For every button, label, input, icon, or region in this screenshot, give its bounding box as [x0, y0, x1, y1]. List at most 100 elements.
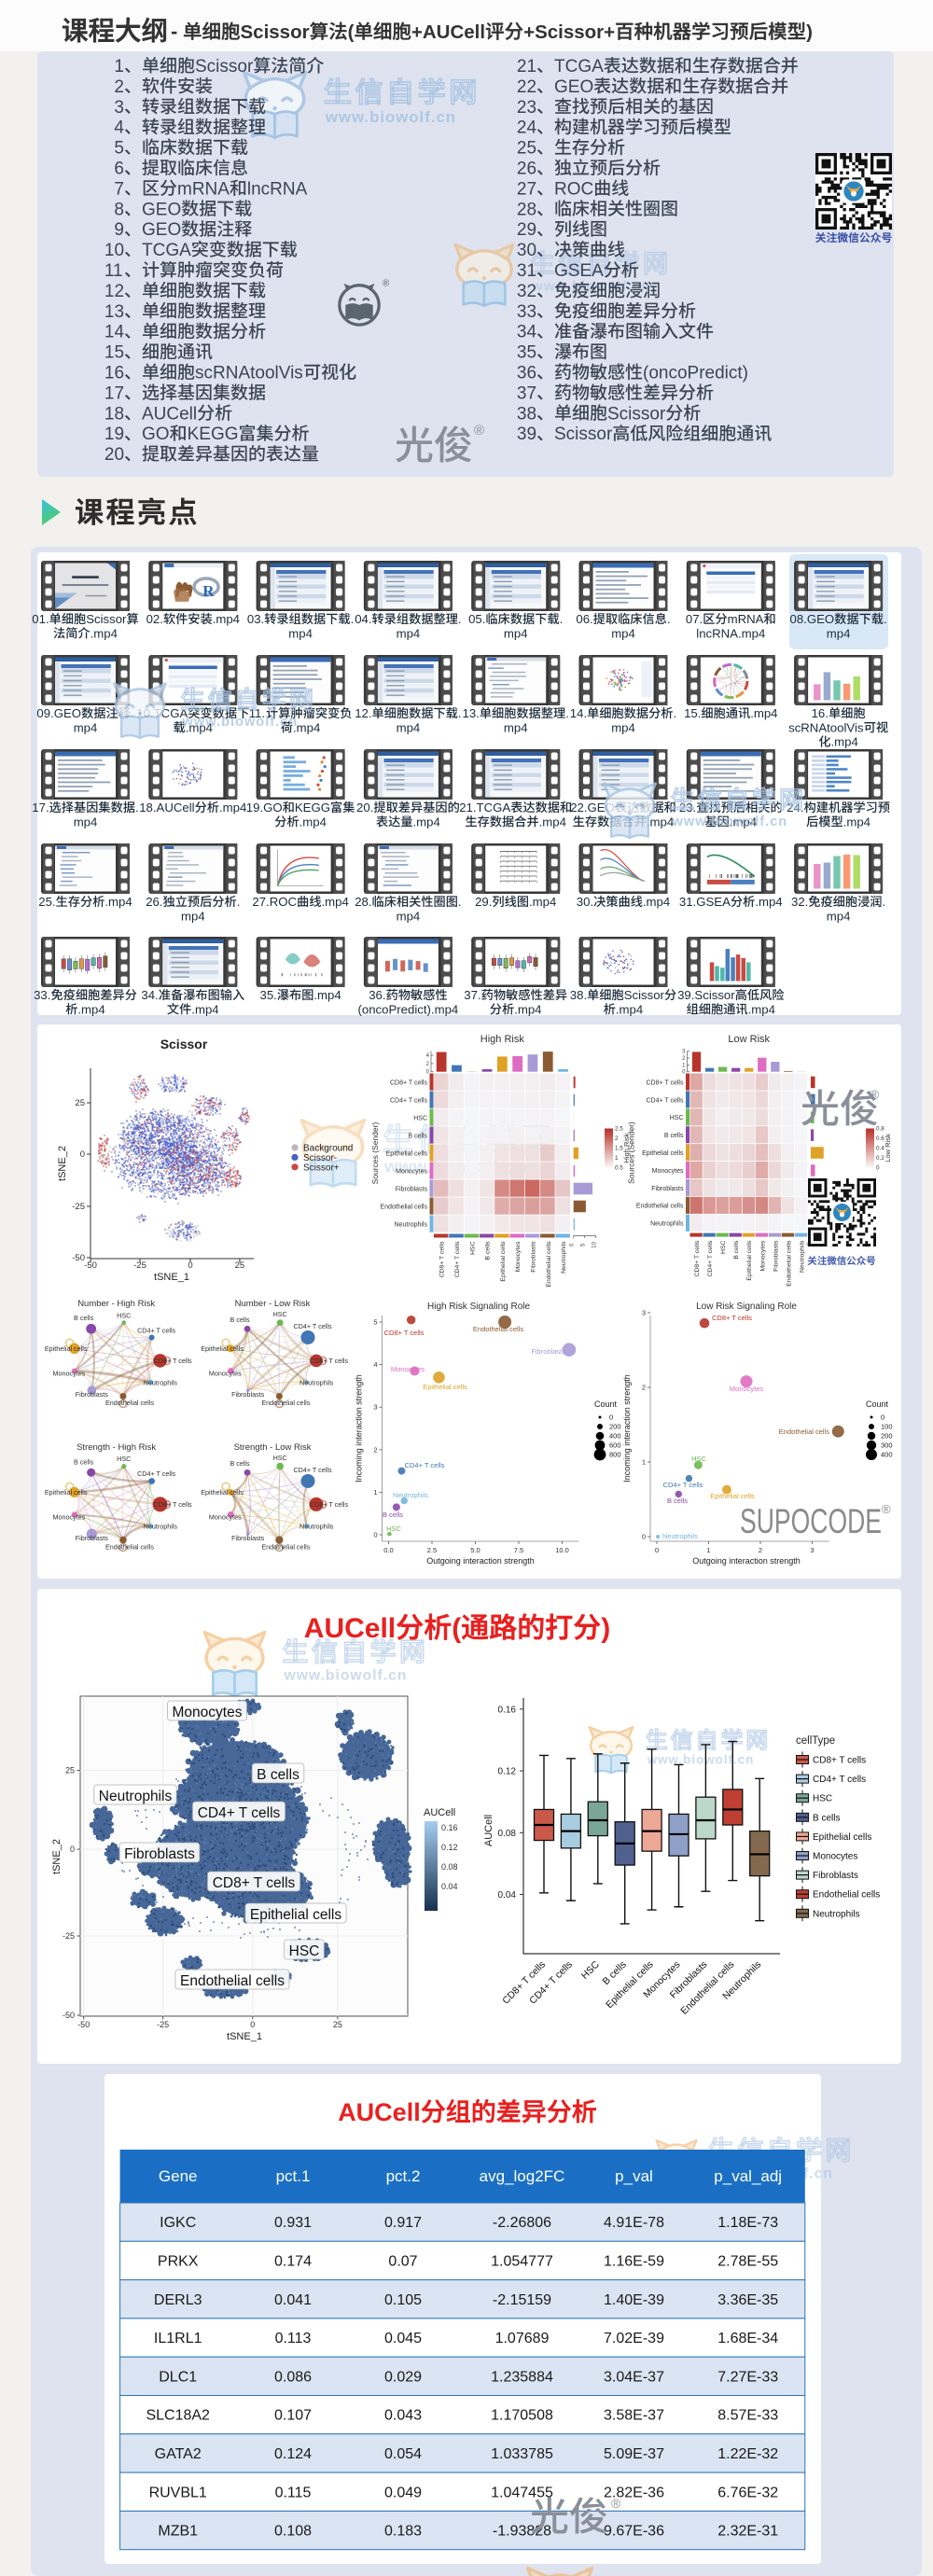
svg-text:SLC18A2: SLC18A2 [146, 2408, 210, 2424]
svg-text:(oncoPredict): (oncoPredict) [643, 364, 748, 383]
svg-text:Count: Count [866, 1399, 889, 1409]
svg-text:7: 7 [114, 179, 124, 199]
svg-text:1.047455: 1.047455 [491, 2485, 553, 2500]
svg-text:27.ROC: 27.ROC [252, 895, 297, 909]
svg-text:1.170508: 1.170508 [491, 2408, 553, 2424]
svg-text:www.biowolf.cn: www.biowolf.cn [672, 815, 788, 829]
svg-text:B cells: B cells [74, 1458, 94, 1467]
svg-text:CD4+ T cells: CD4+ T cells [405, 1461, 445, 1469]
svg-text:mp4: mp4 [397, 720, 421, 734]
svg-text:4: 4 [426, 1053, 430, 1059]
svg-text:.: . [351, 612, 355, 626]
svg-text:Fibroblasts: Fibroblasts [651, 1186, 684, 1192]
svg-text:TCGA: TCGA [554, 57, 604, 77]
svg-text:0.8: 0.8 [876, 1126, 884, 1133]
svg-text:www.biowolf.cn: www.biowolf.cn [647, 1753, 755, 1767]
svg-text:3: 3 [810, 1546, 814, 1554]
svg-text:AUCell: AUCell [304, 1613, 396, 1644]
svg-text:B cells: B cells [383, 1511, 403, 1519]
svg-text:lncRNA.mp4: lncRNA.mp4 [696, 626, 765, 640]
svg-text:Monocytes: Monocytes [209, 1512, 242, 1521]
svg-text:B cells: B cells [408, 1133, 427, 1139]
svg-text:0.124: 0.124 [274, 2446, 312, 2462]
svg-text:Scissor+: Scissor+ [303, 1163, 340, 1173]
svg-text:0.6: 0.6 [876, 1135, 884, 1142]
svg-text:CD8+ T cells: CD8+ T cells [154, 1357, 192, 1365]
svg-text:20: 20 [104, 445, 124, 465]
svg-text:Endothelial cells: Endothelial cells [105, 1542, 154, 1551]
svg-text:mp4: mp4 [74, 815, 98, 828]
svg-text:35: 35 [517, 343, 536, 363]
svg-text:30: 30 [517, 241, 536, 260]
svg-text:-2.26806: -2.26806 [493, 2215, 551, 2231]
svg-text:5.0: 5.0 [470, 1546, 480, 1554]
svg-text:.mp4: .mp4 [91, 626, 118, 640]
svg-text:HSC: HSC [469, 1241, 476, 1254]
svg-text:.mp4: .mp4 [322, 895, 349, 909]
svg-text:0.183: 0.183 [384, 2524, 422, 2540]
svg-text:-25: -25 [133, 1260, 146, 1271]
svg-text:27: 27 [517, 179, 536, 199]
svg-text:RUVBL1: RUVBL1 [149, 2485, 207, 2500]
svg-text:B cells: B cells [667, 1497, 688, 1505]
svg-text:avg_log2FC: avg_log2FC [480, 2167, 565, 2185]
svg-text:9: 9 [114, 220, 124, 240]
svg-text:®: ® [882, 1502, 891, 1516]
svg-text:Fibroblasts: Fibroblasts [530, 1241, 536, 1273]
svg-text:0: 0 [655, 1546, 659, 1554]
svg-text:0.16: 0.16 [498, 1705, 517, 1715]
svg-text:SUPOCODE: SUPOCODE [740, 1502, 882, 1540]
svg-text:.mp4: .mp4 [104, 895, 132, 909]
svg-text:Monocytes: Monocytes [53, 1369, 86, 1377]
svg-text:0.12: 0.12 [498, 1767, 517, 1777]
svg-text:1: 1 [642, 1458, 646, 1467]
svg-text:Scissor: Scissor [241, 21, 310, 43]
svg-text:mp4: mp4 [397, 626, 421, 640]
svg-text:CD4+ T cells: CD4+ T cells [390, 1097, 428, 1104]
svg-text:.: . [458, 612, 462, 626]
svg-text:-25: -25 [63, 1931, 75, 1941]
svg-text:.mp4: .mp4 [413, 815, 440, 828]
svg-text:Neutrophils: Neutrophils [561, 1241, 567, 1274]
svg-text:AUCell: AUCell [483, 1815, 494, 1846]
svg-text:18: 18 [104, 404, 124, 424]
svg-text:1.5: 1.5 [615, 1146, 623, 1152]
svg-text:Scissor: Scissor [607, 404, 666, 424]
svg-text:GEO: GEO [554, 77, 593, 97]
svg-text:7.27E-33: 7.27E-33 [717, 2369, 778, 2385]
svg-text:09.GEO: 09.GEO [36, 706, 81, 720]
svg-text:B cells: B cells [74, 1314, 94, 1322]
svg-text:GEO: GEO [142, 200, 181, 219]
svg-text:11: 11 [104, 261, 123, 281]
svg-text:GEO: GEO [142, 220, 181, 240]
svg-text:Strength - High Risk: Strength - High Risk [77, 1442, 156, 1453]
svg-text:0.07: 0.07 [388, 2253, 417, 2269]
svg-text:300: 300 [881, 1441, 893, 1450]
svg-text:32.: 32. [791, 895, 808, 909]
svg-text:10: 10 [592, 1242, 598, 1248]
svg-text:Neutrophils: Neutrophils [662, 1532, 698, 1540]
svg-text:6: 6 [114, 160, 124, 179]
svg-text:200: 200 [609, 1423, 621, 1431]
svg-text:): ) [601, 1613, 610, 1644]
svg-text:.mp4: .mp4 [843, 815, 870, 828]
svg-text:31.GSEA: 31.GSEA [679, 895, 731, 909]
svg-text:400: 400 [609, 1432, 621, 1441]
svg-text:Endothelial cells: Endothelial cells [380, 1204, 427, 1210]
svg-text:B cells: B cells [230, 1459, 250, 1468]
svg-text:pct.2: pct.2 [386, 2167, 421, 2185]
svg-text:Background: Background [303, 1144, 353, 1154]
svg-text:Neutrophils: Neutrophils [144, 1379, 178, 1387]
svg-text:pct.1: pct.1 [276, 2167, 311, 2185]
svg-text:1: 1 [706, 1546, 710, 1554]
svg-text:CD4+ T cells: CD4+ T cells [137, 1326, 175, 1334]
svg-text:7.5: 7.5 [514, 1546, 523, 1554]
svg-text:HSC: HSC [117, 1311, 131, 1319]
svg-text:Endothelial cells: Endothelial cells [473, 1325, 523, 1333]
svg-text:1.235884: 1.235884 [491, 2369, 553, 2385]
svg-text:2: 2 [373, 1445, 377, 1454]
svg-text:12: 12 [104, 282, 124, 301]
svg-text:1.033785: 1.033785 [491, 2446, 553, 2462]
svg-text:HSC: HSC [579, 1958, 602, 1981]
svg-text:0: 0 [881, 1413, 884, 1422]
